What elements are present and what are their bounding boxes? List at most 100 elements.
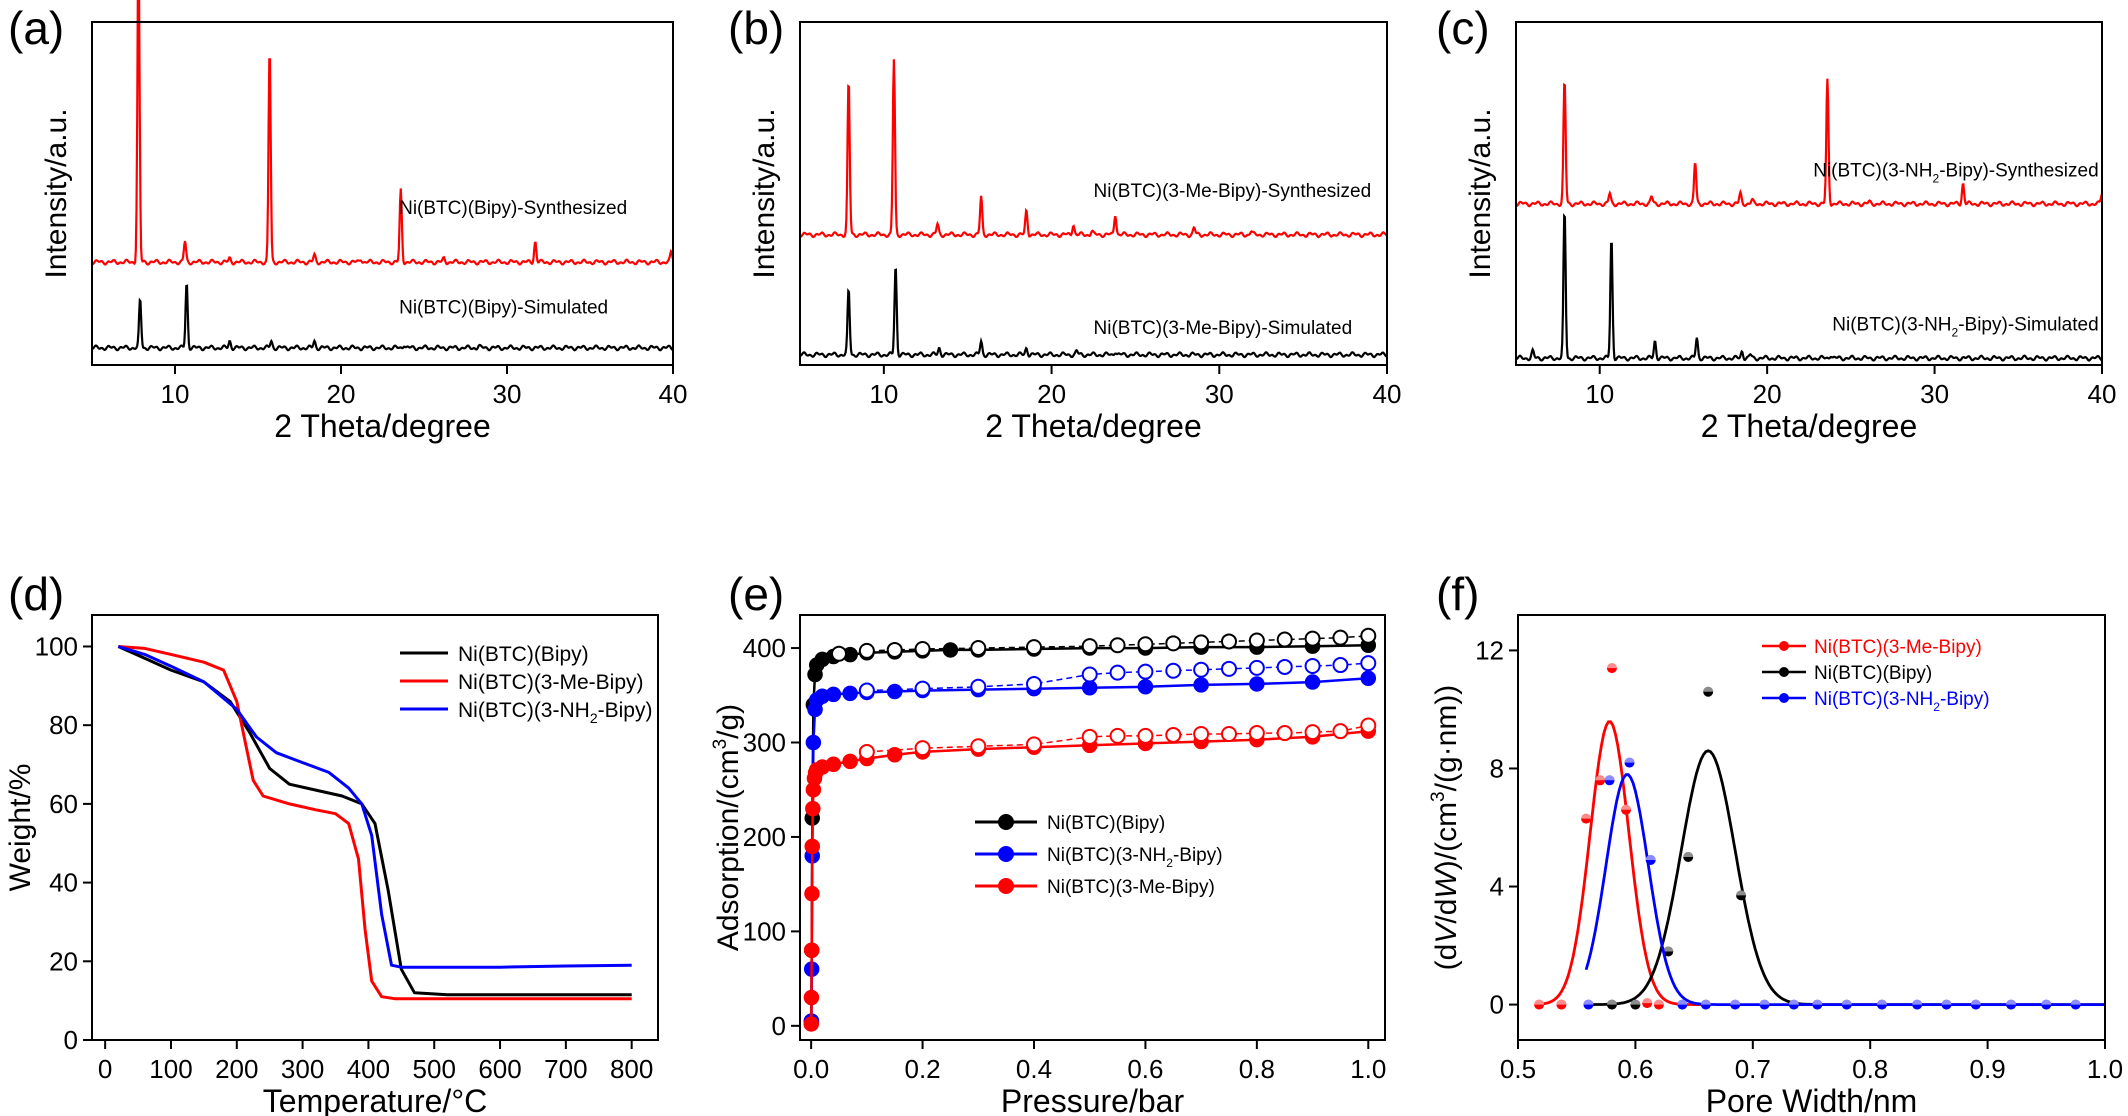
- panel-letter: (e): [728, 568, 784, 620]
- x-tick-label: 20: [1037, 379, 1066, 409]
- y-axis-label: Intensity/a.u.: [40, 108, 73, 278]
- series-label: Ni(BTC)(Bipy): [1047, 813, 1165, 834]
- des-point: [886, 641, 903, 658]
- ads-point: [942, 642, 959, 658]
- psd-point-highlight: [1621, 804, 1632, 810]
- y-axis-label: Weight/%: [4, 764, 37, 892]
- x-tick-label: 30: [493, 379, 522, 409]
- x-tick-label: 200: [215, 1054, 258, 1084]
- ads-point: [1249, 676, 1265, 692]
- legend-marker: [1779, 667, 1789, 677]
- x-tick-label: 0.8: [1852, 1054, 1888, 1084]
- x-tick-label: 300: [281, 1054, 324, 1084]
- series-label: Ni(BTC)(Bipy): [458, 643, 589, 666]
- x-tick-label: 400: [347, 1054, 390, 1084]
- des-point: [1109, 664, 1126, 681]
- x-axis-label: Pressure/bar: [1001, 1083, 1185, 1116]
- des-point: [1026, 736, 1042, 753]
- plot-frame: [91, 21, 674, 366]
- psd-point-highlight: [1630, 999, 1641, 1005]
- psd-point-highlight: [1912, 999, 1923, 1005]
- des-point: [1026, 675, 1042, 692]
- x-axis-label: 2 Theta/degree: [1701, 408, 1917, 444]
- psd-point-highlight: [1730, 999, 1741, 1005]
- des-point: [1360, 655, 1377, 672]
- x-tick-label: 0.4: [1016, 1054, 1052, 1084]
- x-tick-label: 10: [161, 379, 190, 409]
- psd-point-highlight: [1700, 999, 1711, 1005]
- panel-2: (c) 10 20 30 40 2 Theta/degree Intensity/a.u. N…: [1436, 2, 2116, 444]
- x-tick-label: 20: [1753, 379, 1782, 409]
- y-tick-label: 20: [49, 946, 78, 976]
- y-tick-label: 0: [64, 1025, 78, 1055]
- xrd-line-1: [91, 284, 674, 352]
- psd-point-highlight: [1583, 999, 1594, 1005]
- psd-point-highlight: [1606, 999, 1617, 1005]
- des-point: [1109, 637, 1126, 654]
- psd-point-highlight: [1703, 686, 1714, 692]
- tga-line-1: [118, 645, 632, 1001]
- series-label: Ni(BTC)(Bipy): [1814, 663, 1932, 684]
- x-tick-label: 40: [2088, 379, 2117, 409]
- y-tick-label: 200: [743, 822, 786, 852]
- x-axis-label: 2 Theta/degree: [985, 408, 1201, 444]
- des-point: [1221, 726, 1237, 742]
- des-line-1: [866, 662, 1369, 692]
- des-point: [1193, 634, 1210, 651]
- des-point: [858, 743, 875, 760]
- des-point: [1026, 639, 1042, 656]
- x-tick-label: 0.6: [1617, 1054, 1653, 1084]
- y-tick-label: 400: [743, 633, 786, 663]
- psd-point-highlight: [1812, 999, 1823, 1005]
- psd-point-highlight: [1788, 999, 1799, 1005]
- psd-point-highlight: [1604, 775, 1615, 781]
- series-label-text: -Bipy): [598, 699, 653, 722]
- des-point: [1248, 659, 1265, 676]
- series-label-sub: 2: [1933, 700, 1940, 714]
- des-point: [1165, 726, 1182, 743]
- x-tick-label: 1.0: [1350, 1054, 1386, 1084]
- des-point: [970, 678, 987, 695]
- series-label-text: Ni(BTC)(3-Me-Bipy)-Simulated: [1094, 318, 1353, 339]
- y-tick-label: 80: [49, 710, 78, 740]
- des-point: [1137, 636, 1154, 653]
- y-axis-label-part: V: [1430, 921, 1463, 944]
- psd-point-highlight: [2006, 999, 2017, 1005]
- x-tick-label: 40: [1373, 379, 1402, 409]
- psd-point-highlight: [1642, 998, 1653, 1004]
- series-label-sub: 2: [590, 710, 598, 726]
- panel-letter: (f): [1436, 568, 1479, 620]
- y-tick-label: 40: [49, 868, 78, 898]
- des-point: [1276, 725, 1293, 742]
- ads-point: [1081, 679, 1098, 696]
- psd-point-highlight: [1736, 890, 1747, 896]
- psd-point-highlight: [1841, 999, 1852, 1005]
- x-tick-label: 20: [327, 379, 356, 409]
- ads-point: [842, 685, 858, 702]
- ads-point: [804, 885, 820, 902]
- fit-line-0: [1535, 720, 1705, 1006]
- des-point: [914, 680, 931, 697]
- des-point: [1081, 638, 1098, 655]
- psd-point-highlight: [1941, 999, 1952, 1005]
- ads-point: [803, 989, 820, 1006]
- x-axis-label: 2 Theta/degree: [274, 408, 490, 444]
- legend-marker: [1779, 641, 1789, 651]
- series-label: Ni(BTC)(3-Me-Bipy): [1814, 637, 1982, 658]
- panel-letter: (a): [8, 2, 64, 54]
- series-label-text: Ni(BTC)(3-NH: [1832, 315, 1951, 336]
- des-point: [858, 642, 875, 659]
- psd-point-highlight: [1653, 999, 1664, 1005]
- tga-line-2: [117, 645, 632, 969]
- psd-point-highlight: [1556, 999, 1567, 1005]
- y-tick-label: 0: [1490, 990, 1504, 1020]
- series-label: Ni(BTC)(3-NH2-Bipy): [1814, 689, 1990, 714]
- y-axis-label: Adsorption/(cm3/g): [710, 704, 745, 951]
- ads-point: [805, 800, 821, 817]
- psd-point-highlight: [2041, 999, 2052, 1005]
- psd-point-highlight: [1595, 775, 1606, 781]
- series-label: Ni(BTC)(3-Me-Bipy)-Synthesized: [1094, 181, 1372, 202]
- ads-point: [1193, 677, 1209, 693]
- ads-point: [825, 686, 842, 703]
